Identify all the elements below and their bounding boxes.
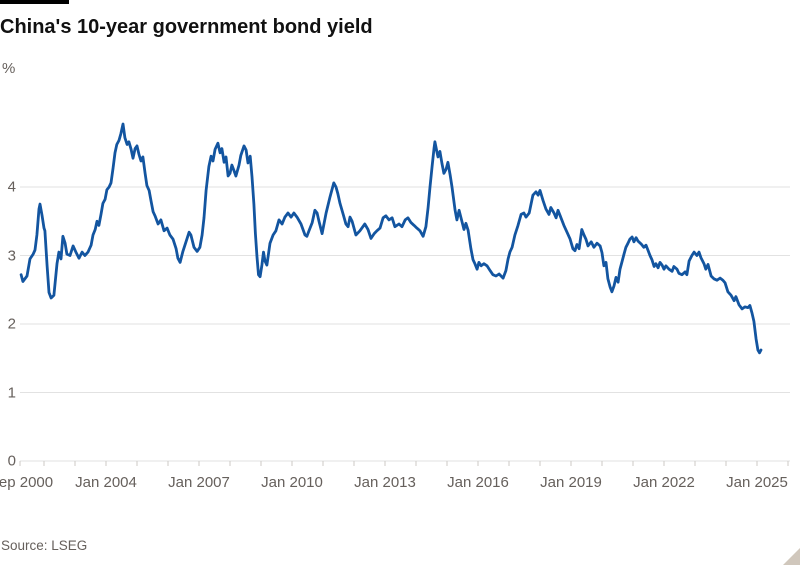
title-accent-bar [0, 0, 69, 4]
y-axis-label-3: 3 [7, 247, 16, 264]
yield-line-series [19, 122, 763, 355]
y-axis-label-0: 0 [7, 452, 16, 470]
y-axis-unit-label: % [2, 60, 16, 77]
x-axis-label: Jan 2013 [354, 474, 416, 491]
x-axis-label: Jan 2025 [726, 474, 788, 491]
chart-title: China's 10-year government bond yield [0, 16, 373, 38]
x-axis-label: Jan 2010 [261, 474, 323, 491]
x-axis-label: Sep 2000 [0, 474, 54, 491]
x-axis-label: Jan 2019 [540, 474, 602, 491]
x-axis-label: Jan 2004 [75, 474, 137, 491]
x-axis-label: Jan 2022 [633, 474, 695, 491]
y-axis-label-4: 4 [7, 178, 16, 196]
y-axis-label-1: 1 [7, 384, 16, 401]
resize-corner-icon [783, 548, 800, 565]
x-axis-label: Jan 2016 [447, 474, 509, 491]
y-axis-label-2: 2 [7, 315, 16, 333]
x-axis-label: Jan 2007 [168, 474, 230, 491]
source-attribution: Source: LSEG [1, 538, 88, 553]
